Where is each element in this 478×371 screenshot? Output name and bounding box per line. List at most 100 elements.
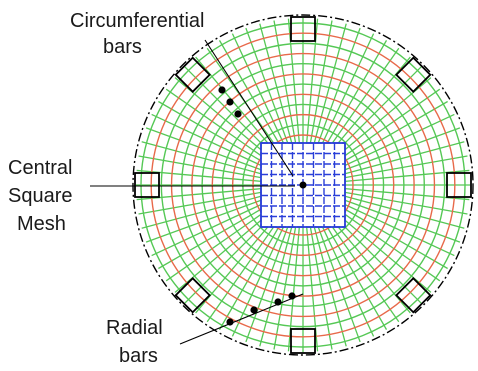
column-box-frame [174,277,211,314]
radial-bar [340,202,455,257]
column-box [290,16,316,42]
radial-bar [313,23,347,145]
radial-bar [165,88,269,162]
circumferential-bar [140,22,466,348]
label-radial-line2: bars [119,345,158,367]
radial-bar [326,47,400,151]
radial-bar [332,214,422,304]
circumferential-bar [191,73,415,297]
radial-bar [151,113,266,168]
radial-bar [138,155,262,179]
leader-lines [90,39,304,345]
radial-bar [309,20,333,144]
circumferential-bars [140,22,466,348]
radial-bar [273,226,297,350]
radial-bar [323,221,388,330]
radial-bar [344,191,468,215]
radial-bar [145,127,264,172]
column-box-frame [134,172,160,198]
label-central-line3: Mesh [17,213,66,235]
radial-bar [332,66,422,156]
column-box [174,56,211,93]
circumferential-bar [252,134,354,236]
leader-radial-dot [274,298,282,306]
radial-bar [151,202,266,257]
label-radial-line1: Radial [106,317,163,339]
radial-bar [326,219,400,323]
radial-bar [141,141,263,175]
center-dot [299,181,307,189]
radial-bar [184,214,274,304]
radial-bar [320,222,375,337]
radial-bar [339,205,448,270]
radial-bar [343,195,465,229]
leader-circumferential [204,39,294,177]
column-box-frame [395,56,432,93]
circumferential-bar [221,103,385,267]
radial-bar [145,198,264,243]
column-box [174,277,211,314]
label-central-line1: Central [8,157,72,179]
column-boxes [134,16,472,354]
circumferential-bar [211,93,395,277]
column-box-frame [174,56,211,93]
radial-bar [340,113,455,168]
radial-bar [231,33,286,148]
central-square-mesh [260,142,346,228]
radial-bar [320,33,375,148]
radial-bar [316,27,361,146]
radial-bar [313,225,347,347]
radial-bar [339,100,448,165]
radial-bar [245,27,290,146]
radial-bar [259,225,293,347]
circumferential-bar [170,52,436,318]
column-box-frame [446,172,472,198]
radial-bar [141,195,263,229]
leader-circumferential-dot [226,98,234,106]
leader-radial [179,293,304,345]
radial-bar [273,20,297,144]
radial-bar [218,40,283,149]
radial-bar [342,127,461,172]
column-box [395,56,432,93]
mesh-border [260,142,346,228]
leader-circumferential-dot [234,110,242,118]
radial-bar [259,23,293,145]
circumferential-bar [150,32,456,338]
column-box-frame [395,277,432,314]
radial-bar [158,205,267,270]
column-box [134,172,160,198]
leader-radial-dot [288,292,296,300]
radial-bar [231,222,286,337]
column-box [290,328,316,354]
leader-circumferential-dot [218,86,226,94]
radial-bar [138,191,262,215]
circumferential-bar [201,83,405,287]
radial-bar [184,66,274,156]
radial-bar [337,88,441,162]
circumferential-bar [160,42,446,328]
column-box [395,277,432,314]
label-circumferential-line2: bars [103,36,142,58]
circumferential-bar [181,63,425,307]
leader-radial-dot [250,306,258,314]
slab-outline [132,14,474,356]
radial-bar [342,198,461,243]
label-central-line2: Square [8,185,73,207]
radial-bar [323,40,388,149]
column-box-frame [290,16,316,42]
radial-bar [337,208,441,282]
radial-bar [165,208,269,282]
label-circumferential-line1: Circumferential [70,10,204,32]
radial-bar [344,155,468,179]
radial-bar [158,100,267,165]
circumferential-bar [231,113,375,257]
radial-bar [206,219,280,323]
leader-radial-dot [226,318,234,326]
radial-bar [316,224,361,343]
column-box-frame [290,328,316,354]
radial-bar [218,221,283,330]
radial-bar [245,224,290,343]
circumferential-bar [242,124,364,246]
